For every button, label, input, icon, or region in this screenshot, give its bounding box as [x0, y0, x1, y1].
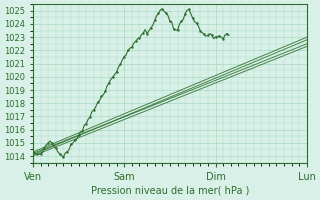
- X-axis label: Pression niveau de la mer( hPa ): Pression niveau de la mer( hPa ): [91, 186, 249, 196]
